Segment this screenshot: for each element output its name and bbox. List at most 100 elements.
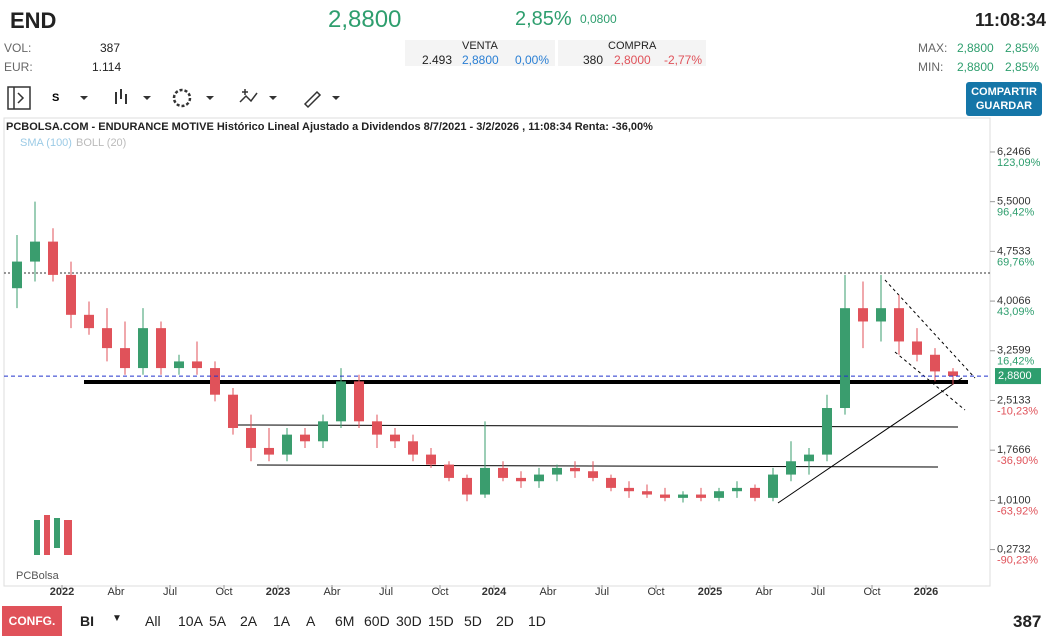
candle-body (570, 467, 580, 472)
max: 2,8800 (957, 41, 994, 55)
y-tick-change: -63,92% (997, 505, 1038, 517)
candle-body (228, 394, 238, 428)
candle-body (588, 471, 598, 478)
period-button[interactable]: 60D (364, 613, 390, 629)
x-tick-label: Jul (163, 586, 177, 598)
candle-body (210, 368, 220, 395)
candle-body (444, 464, 454, 478)
y-tick-label: 1,0100 (997, 494, 1031, 506)
save-text: GUARDAR (975, 100, 1033, 112)
x-tick-label: Oct (431, 586, 448, 598)
chart: PCBOLSA.COM - ENDURANCE MOTIVE Histórico… (3, 117, 1041, 598)
candle-body (372, 421, 382, 435)
x-tick-label: Oct (863, 586, 880, 598)
candle-body (174, 361, 184, 369)
trend-line (237, 424, 959, 428)
period-button[interactable]: All (145, 613, 161, 629)
y-tick-label: 3,2599 (997, 345, 1031, 357)
eur: 1.114 (92, 60, 122, 74)
toolbar-icons: S (7, 86, 340, 110)
candle-body (480, 467, 490, 495)
candle-body (930, 354, 940, 372)
candle-body (498, 467, 508, 478)
candle-body (804, 454, 814, 462)
period-button[interactable]: A (306, 613, 316, 629)
x-tick-label: Jul (595, 586, 609, 598)
period-button[interactable]: 2D (496, 613, 514, 629)
candle-body (642, 491, 652, 495)
y-tick-label: 5,5000 (997, 196, 1031, 208)
candle-body (822, 408, 832, 455)
draw[interactable] (303, 90, 322, 109)
candle-body (786, 461, 796, 475)
x-tick-label: 2022 (50, 586, 74, 598)
dropdown-carets (80, 96, 340, 100)
candle-body (660, 494, 670, 498)
change-abs: 0,0800 (580, 12, 617, 26)
candle-body (408, 441, 418, 455)
candle-body (264, 447, 274, 455)
candle-body (894, 308, 904, 342)
config-button[interactable]: CONFG. (2, 606, 62, 636)
candle-body (768, 474, 778, 498)
indicators[interactable] (239, 89, 258, 103)
y-tick-change: -90,23% (997, 554, 1038, 566)
interval[interactable]: S (52, 92, 59, 104)
candle-body (750, 487, 760, 498)
trend-line (256, 464, 939, 468)
candle-body (246, 427, 256, 448)
period-button[interactable]: 5A (209, 613, 227, 629)
y-tick-change: -36,90% (997, 455, 1038, 467)
candle-body (318, 421, 328, 442)
period-button[interactable]: 15D (428, 613, 454, 629)
channel-line (884, 279, 976, 379)
candle-body (102, 328, 112, 349)
compra-title: COMPRA (608, 40, 657, 52)
y-tick-label: 4,7533 (997, 245, 1031, 257)
period-button[interactable]: 5D (464, 613, 482, 629)
venta-box (405, 40, 555, 66)
min-label: MIN: (918, 60, 944, 74)
candle-body (138, 328, 148, 369)
y-tick-label: 2,5133 (997, 394, 1031, 406)
period-button[interactable]: 1D (528, 613, 546, 629)
chart-type[interactable] (115, 89, 127, 104)
period-button[interactable]: 1A (273, 613, 291, 629)
candle-body (192, 361, 202, 369)
max-label: MAX: (918, 41, 948, 55)
period-button[interactable]: 30D (396, 613, 422, 629)
last-price-box (995, 368, 1041, 385)
candle-body (156, 328, 166, 369)
candle-body (840, 308, 850, 409)
y-tick-label: 4,0066 (997, 295, 1031, 307)
candle-body (84, 314, 94, 329)
panel-icon (13, 87, 25, 109)
candle-body (516, 477, 526, 482)
y-tick-change: 96,42% (997, 207, 1035, 219)
period-button[interactable]: 6M (335, 613, 355, 629)
x-tick-label: Oct (215, 586, 232, 598)
candle-body (876, 308, 886, 322)
mode[interactable]: BI (80, 613, 94, 629)
logo-text: PCBolsa (16, 570, 60, 582)
period-button[interactable]: 10A (178, 613, 203, 629)
mode-caret: ▼ (112, 613, 122, 624)
panel-toggle[interactable] (7, 86, 31, 110)
candle-body (282, 434, 292, 455)
candle-body (48, 241, 58, 275)
vol-label: VOL: (4, 41, 32, 55)
candle-body (426, 454, 436, 465)
x-tick-label: Jul (379, 586, 393, 598)
venta-title: VENTA (462, 40, 498, 52)
settings[interactable] (172, 88, 192, 108)
candle-body (678, 494, 688, 498)
indicator-label: BOLL (20) (76, 137, 126, 149)
x-tick-label: Oct (647, 586, 664, 598)
share-button[interactable]: COMPARTIR GUARDAR (966, 82, 1042, 116)
candle-body (390, 434, 400, 442)
candle-body (732, 487, 742, 492)
y-tick-label: 0,2732 (997, 543, 1031, 555)
period-button[interactable]: 2A (240, 613, 258, 629)
x-tick-label: 2025 (698, 586, 722, 598)
compra-qty: 380 (583, 53, 604, 67)
